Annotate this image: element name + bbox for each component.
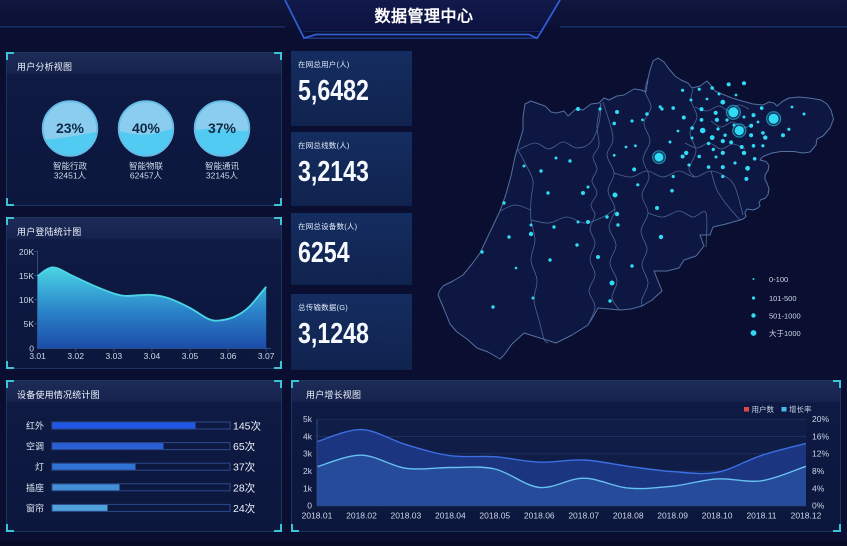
- svg-text:红外: 红外: [26, 420, 44, 431]
- svg-text:20%: 20%: [812, 414, 829, 424]
- svg-text:插座: 插座: [26, 482, 44, 493]
- svg-text:32451人: 32451人: [54, 171, 87, 181]
- svg-text:3.05: 3.05: [182, 351, 199, 361]
- svg-text:28次: 28次: [233, 481, 256, 494]
- svg-text:0: 0: [29, 343, 34, 353]
- svg-text:3.06: 3.06: [220, 351, 237, 361]
- svg-text:智能物联: 智能物联: [129, 161, 164, 171]
- svg-text:窗帘: 窗帘: [26, 503, 44, 514]
- svg-text:3.07: 3.07: [258, 351, 275, 361]
- svg-text:2k: 2k: [303, 466, 313, 476]
- svg-text:62457人: 62457人: [130, 171, 163, 181]
- svg-text:大于1000: 大于1000: [769, 328, 801, 338]
- svg-text:16%: 16%: [812, 431, 829, 441]
- svg-text:1k: 1k: [303, 483, 313, 493]
- svg-text:32145人: 32145人: [206, 171, 239, 181]
- svg-text:3.02: 3.02: [67, 351, 84, 361]
- svg-text:24次: 24次: [233, 502, 256, 515]
- svg-text:2018.05: 2018.05: [479, 511, 510, 521]
- svg-text:3k: 3k: [303, 449, 313, 459]
- svg-text:2018.11: 2018.11: [746, 511, 776, 521]
- svg-text:2018.10: 2018.10: [702, 511, 733, 521]
- svg-text:2018.01: 2018.01: [302, 511, 333, 521]
- svg-text:5K: 5K: [24, 319, 35, 329]
- svg-text:15K: 15K: [19, 271, 34, 281]
- svg-text:2018.12: 2018.12: [791, 511, 822, 521]
- svg-text:2018.08: 2018.08: [613, 511, 644, 521]
- svg-text:3.01: 3.01: [29, 351, 46, 361]
- svg-text:12%: 12%: [812, 449, 829, 459]
- svg-text:40%: 40%: [132, 120, 161, 136]
- svg-text:灯: 灯: [35, 462, 44, 472]
- svg-text:智能通讯: 智能通讯: [205, 161, 240, 171]
- svg-text:20K: 20K: [19, 247, 34, 257]
- svg-text:3.03: 3.03: [106, 351, 123, 361]
- svg-text:4%: 4%: [812, 483, 825, 493]
- svg-text:2018.04: 2018.04: [435, 511, 466, 521]
- svg-text:65次: 65次: [233, 440, 256, 453]
- svg-text:8%: 8%: [812, 466, 825, 476]
- svg-text:23%: 23%: [56, 120, 85, 136]
- svg-text:空调: 空调: [26, 441, 44, 452]
- svg-text:2018.06: 2018.06: [524, 511, 555, 521]
- svg-text:数据管理中心: 数据管理中心: [374, 7, 473, 26]
- svg-text:101-500: 101-500: [769, 294, 797, 303]
- svg-text:37次: 37次: [233, 461, 256, 474]
- svg-text:0%: 0%: [812, 501, 825, 511]
- svg-text:0: 0: [307, 501, 312, 511]
- svg-text:501-1000: 501-1000: [769, 311, 801, 320]
- svg-text:2018.07: 2018.07: [568, 511, 599, 521]
- svg-text:5k: 5k: [303, 414, 313, 424]
- svg-text:10K: 10K: [19, 295, 34, 305]
- svg-text:145次: 145次: [233, 420, 262, 433]
- svg-text:37%: 37%: [208, 120, 237, 136]
- svg-text:2018.09: 2018.09: [657, 511, 688, 521]
- svg-text:2018.02: 2018.02: [346, 511, 377, 521]
- svg-text:0-100: 0-100: [769, 275, 788, 284]
- svg-text:增长率: 增长率: [789, 404, 812, 414]
- svg-text:用户数: 用户数: [752, 404, 775, 414]
- svg-text:2018.03: 2018.03: [391, 511, 422, 521]
- svg-text:智能行政: 智能行政: [53, 161, 88, 171]
- svg-text:4k: 4k: [303, 431, 313, 441]
- svg-text:3.04: 3.04: [144, 351, 161, 361]
